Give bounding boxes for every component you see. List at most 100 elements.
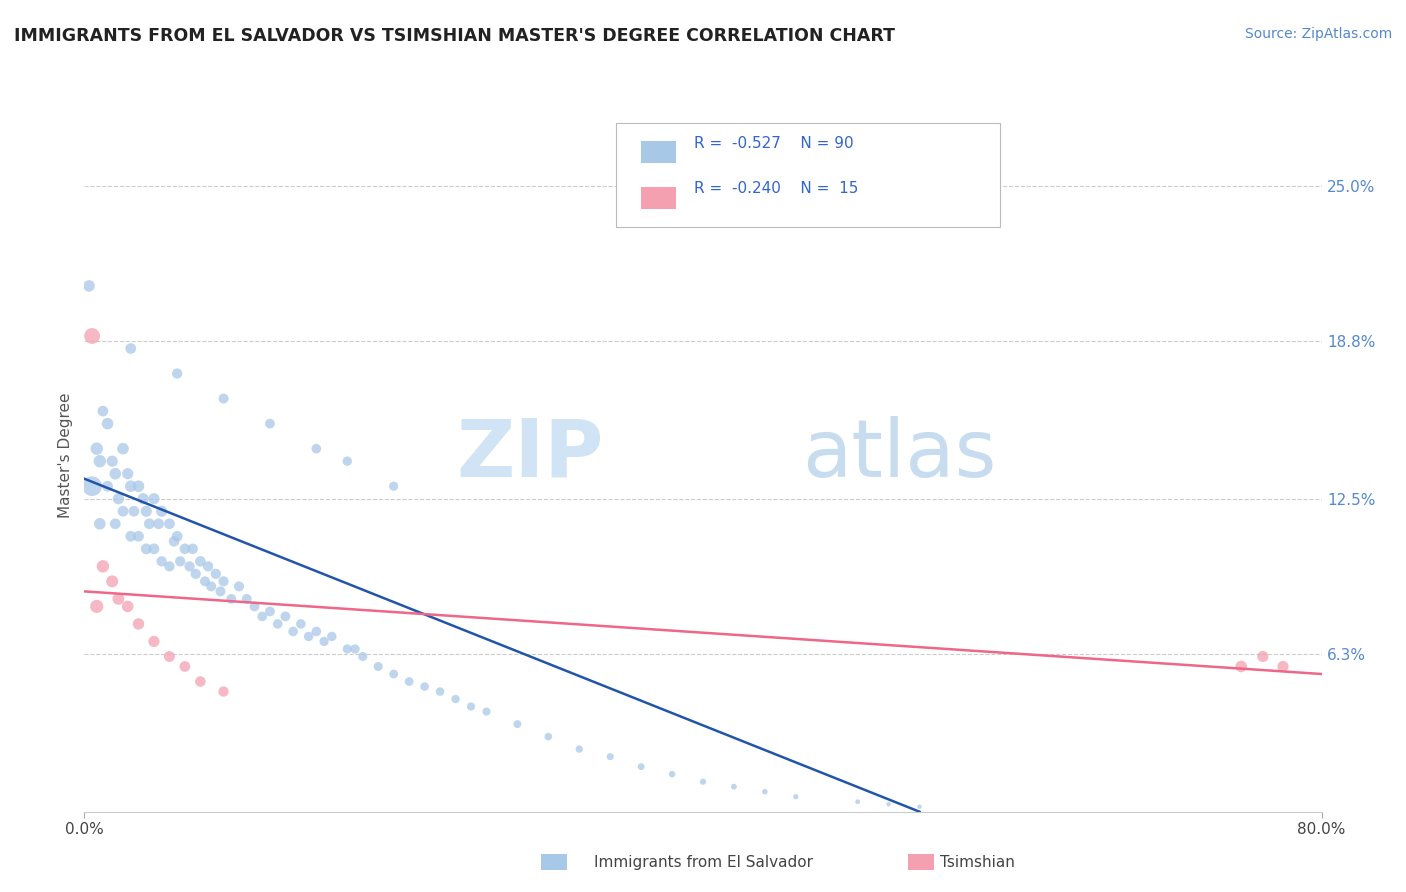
Point bbox=[107, 491, 129, 506]
Point bbox=[194, 574, 217, 589]
Point bbox=[259, 417, 281, 431]
Point bbox=[429, 684, 451, 698]
Bar bbox=[641, 141, 676, 163]
Point bbox=[413, 680, 436, 694]
Point bbox=[143, 541, 166, 556]
Point bbox=[1230, 659, 1253, 673]
Point bbox=[846, 795, 869, 809]
Point bbox=[382, 479, 405, 493]
Point bbox=[344, 642, 367, 657]
Point bbox=[298, 630, 321, 644]
Point bbox=[754, 785, 776, 799]
Point bbox=[120, 479, 142, 493]
Point bbox=[877, 797, 900, 812]
Point bbox=[221, 591, 243, 606]
Point bbox=[506, 717, 529, 731]
Point bbox=[305, 624, 328, 639]
Point bbox=[336, 454, 359, 468]
Point bbox=[128, 529, 150, 543]
Text: Source: ZipAtlas.com: Source: ZipAtlas.com bbox=[1244, 27, 1392, 41]
Point bbox=[163, 534, 186, 549]
Point bbox=[252, 609, 274, 624]
Point bbox=[128, 616, 150, 631]
Point bbox=[97, 479, 120, 493]
Point bbox=[77, 279, 100, 293]
Text: atlas: atlas bbox=[801, 416, 997, 494]
Point bbox=[475, 705, 498, 719]
Point bbox=[159, 649, 181, 664]
Point bbox=[86, 442, 108, 456]
Point bbox=[197, 559, 219, 574]
Point bbox=[179, 559, 201, 574]
Point bbox=[908, 799, 931, 814]
Y-axis label: Master's Degree: Master's Degree bbox=[58, 392, 73, 517]
Text: IMMIGRANTS FROM EL SALVADOR VS TSIMSHIAN MASTER'S DEGREE CORRELATION CHART: IMMIGRANTS FROM EL SALVADOR VS TSIMSHIAN… bbox=[14, 27, 896, 45]
Point bbox=[181, 541, 204, 556]
Point bbox=[120, 342, 142, 356]
Text: Tsimshian: Tsimshian bbox=[939, 855, 1015, 870]
Text: R =  -0.527    N = 90: R = -0.527 N = 90 bbox=[695, 136, 853, 151]
Point bbox=[112, 442, 135, 456]
Point bbox=[599, 749, 621, 764]
Point bbox=[184, 566, 207, 581]
Point bbox=[568, 742, 591, 756]
Point bbox=[89, 454, 111, 468]
Point bbox=[91, 559, 114, 574]
Point bbox=[82, 479, 104, 493]
Point bbox=[290, 616, 312, 631]
Text: ZIP: ZIP bbox=[457, 416, 605, 494]
Point bbox=[128, 479, 150, 493]
Text: R =  -0.240    N =  15: R = -0.240 N = 15 bbox=[695, 181, 859, 196]
Point bbox=[267, 616, 290, 631]
Point bbox=[112, 504, 135, 518]
Point bbox=[122, 504, 145, 518]
Point bbox=[143, 491, 166, 506]
Point bbox=[166, 529, 188, 543]
Point bbox=[89, 516, 111, 531]
Point bbox=[321, 630, 343, 644]
Point bbox=[274, 609, 297, 624]
Point bbox=[101, 454, 124, 468]
Point bbox=[661, 767, 683, 781]
Point bbox=[630, 759, 652, 773]
Point bbox=[138, 516, 160, 531]
FancyBboxPatch shape bbox=[616, 123, 1000, 227]
Point bbox=[212, 684, 235, 698]
Point bbox=[104, 516, 127, 531]
Point bbox=[444, 692, 467, 706]
Point bbox=[150, 554, 173, 568]
Point bbox=[336, 642, 359, 657]
Point bbox=[86, 599, 108, 614]
Point bbox=[352, 649, 374, 664]
Point bbox=[785, 789, 807, 804]
Point bbox=[97, 417, 120, 431]
Point bbox=[188, 674, 212, 689]
Point bbox=[212, 574, 235, 589]
Point bbox=[188, 554, 212, 568]
Point bbox=[135, 504, 157, 518]
Point bbox=[135, 541, 157, 556]
Point bbox=[91, 404, 114, 418]
Text: Immigrants from El Salvador: Immigrants from El Salvador bbox=[593, 855, 813, 870]
Point bbox=[1272, 659, 1295, 673]
Point bbox=[1251, 649, 1274, 664]
Bar bbox=[641, 186, 676, 209]
Point bbox=[723, 780, 745, 794]
Point bbox=[692, 774, 714, 789]
Point bbox=[205, 566, 228, 581]
Point bbox=[169, 554, 191, 568]
Point bbox=[200, 579, 222, 593]
Point bbox=[166, 367, 188, 381]
Point bbox=[314, 634, 336, 648]
Point bbox=[236, 591, 259, 606]
Point bbox=[174, 659, 197, 673]
Point bbox=[159, 516, 181, 531]
Point bbox=[228, 579, 250, 593]
Point bbox=[120, 529, 142, 543]
Point bbox=[159, 559, 181, 574]
Point bbox=[107, 591, 129, 606]
Point bbox=[460, 699, 482, 714]
Point bbox=[382, 667, 405, 681]
Point bbox=[283, 624, 305, 639]
Point bbox=[101, 574, 124, 589]
